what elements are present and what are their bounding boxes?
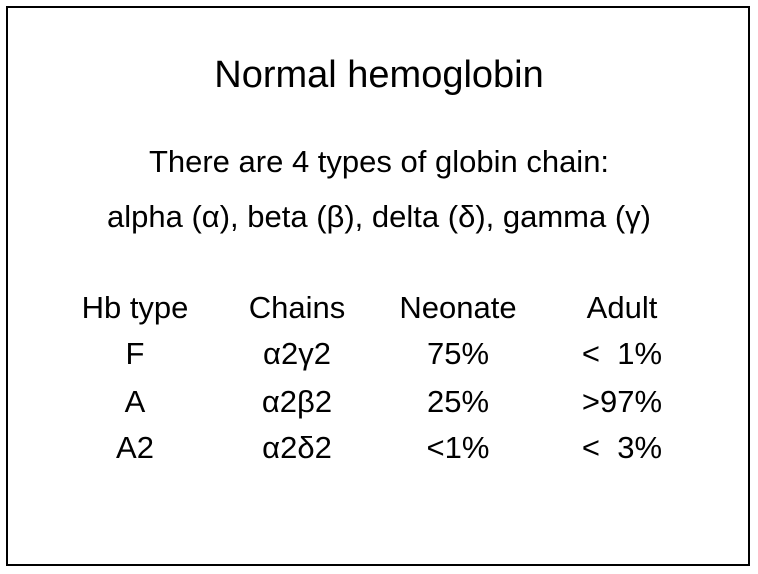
intro-line: There are 4 types of globin chain:	[148, 144, 610, 179]
table-cell: 75%	[426, 336, 490, 371]
table-header: Adult	[586, 290, 658, 325]
table-cell: F	[125, 336, 145, 371]
table-header: Hb type	[81, 290, 189, 325]
table-cell: α2δ2	[262, 430, 332, 465]
table-cell: >97%	[581, 384, 663, 419]
table-cell: < 1%	[581, 336, 663, 371]
slide-frame	[6, 6, 750, 566]
table-header: Neonate	[399, 290, 517, 325]
table-cell: <1%	[426, 430, 490, 465]
table-header: Chains	[248, 290, 346, 325]
table-cell: < 3%	[581, 430, 663, 465]
table-cell: α2β2	[261, 384, 333, 419]
table-cell: A2	[116, 430, 154, 465]
table-cell: 25%	[426, 384, 490, 419]
table-cell: A	[124, 384, 146, 419]
slide-title: Normal hemoglobin	[214, 54, 544, 96]
table-cell: α2γ2	[263, 336, 331, 371]
intro-line: alpha (α), beta (β), delta (δ), gamma (γ…	[107, 199, 651, 234]
